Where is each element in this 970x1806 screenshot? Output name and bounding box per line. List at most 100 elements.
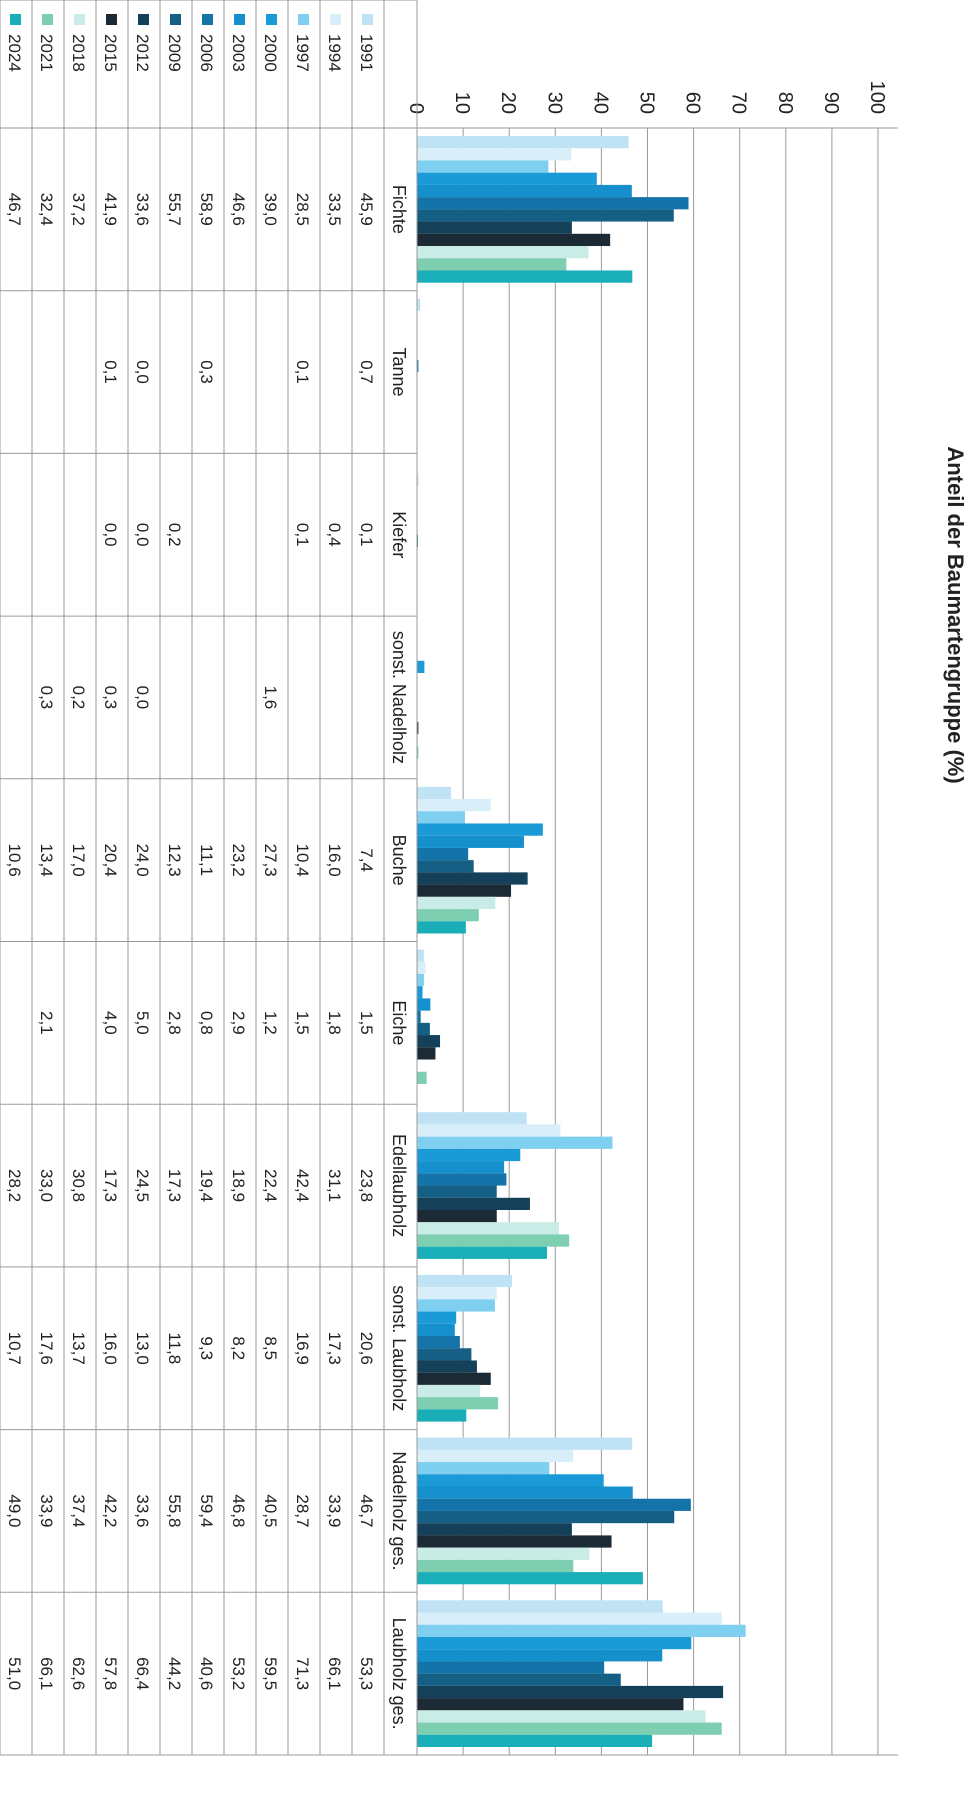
legend-swatch-2012 [138, 14, 149, 25]
bar-fichte-2018 [417, 246, 589, 259]
table-cell-value: 51,0 [5, 1657, 24, 1690]
bar-nadelholz-ges-2006 [417, 1498, 691, 1511]
bar-buche-2021 [416, 909, 479, 922]
y-axis-title: Anteil der Baumartengruppe (%) [943, 446, 968, 783]
table-cell-value: 10,7 [5, 1332, 24, 1365]
table-cell-value: 71,3 [293, 1657, 312, 1690]
table-cell-value: 44,2 [165, 1657, 184, 1690]
table-cell-value: 49,0 [5, 1494, 24, 1527]
table-cell-value: 4,0 [101, 1011, 120, 1035]
table-cell-value: 46,6 [229, 193, 248, 226]
bar-laubholz-ges-1994 [416, 1612, 722, 1625]
bar-sonst-laubholz-1994 [416, 1287, 497, 1300]
table-cell-value: 58,9 [197, 193, 216, 226]
table-cell-value: 31,1 [325, 1169, 344, 1202]
table-cell-value: 0,0 [133, 360, 152, 384]
bar-eiche-1994 [416, 961, 426, 974]
legend-swatch-2021 [42, 14, 53, 25]
bar-sonst-laubholz-2000 [416, 1311, 457, 1324]
legend-swatch-2003 [234, 14, 245, 25]
bar-laubholz-ges-2015 [417, 1698, 684, 1711]
table-cell-value: 7,4 [357, 848, 376, 872]
category-label: Eiche [389, 1000, 409, 1045]
bar-edellaubholz-2009 [416, 1185, 497, 1198]
table-cell-value: 17,3 [165, 1169, 184, 1202]
table-cell-value: 0,1 [293, 523, 312, 547]
bar-nadelholz-ges-1994 [416, 1449, 574, 1463]
table-cell-value: 33,6 [133, 193, 152, 226]
bar-nadelholz-ges-2012 [417, 1523, 572, 1536]
table-cell-value: 33,5 [325, 193, 344, 226]
bar-laubholz-ges-2018 [417, 1710, 706, 1723]
bar-buche-2009 [417, 860, 474, 873]
y-tick-label: 60 [682, 92, 704, 114]
legend-swatch-1997 [298, 14, 309, 25]
category-label: Buche [389, 835, 409, 886]
bar-edellaubholz-2015 [416, 1210, 497, 1223]
table-cell-value: 0,3 [101, 686, 120, 710]
bar-buche-2012 [417, 872, 528, 885]
table-cell-value: 16,9 [293, 1332, 312, 1365]
legend-label-2000: 2000 [261, 34, 280, 72]
bar-eiche-2006 [416, 1010, 421, 1023]
bar-eiche-1997 [416, 973, 424, 987]
table-cell-value: 57,8 [101, 1657, 120, 1690]
bar-fichte-2006 [417, 197, 689, 210]
bar-eiche-2000 [416, 986, 423, 999]
table-cell-value: 17,3 [325, 1332, 344, 1365]
bar-fichte-1991 [417, 136, 629, 149]
bar-laubholz-ges-2006 [416, 1661, 605, 1674]
bar-buche-2000 [417, 823, 543, 836]
data-table-border [0, 0, 418, 1756]
table-cell-value: 20,4 [101, 844, 120, 877]
bar-edellaubholz-1994 [417, 1124, 561, 1137]
table-cell-value: 10,4 [293, 844, 312, 877]
table-cell-value: 5,0 [133, 1011, 152, 1035]
table-cell-value: 2,1 [37, 1011, 56, 1035]
bar-fichte-2000 [417, 172, 597, 185]
bar-buche-1997 [417, 811, 465, 824]
table-cell-value: 9,3 [197, 1336, 216, 1360]
table-cell-value: 20,6 [357, 1332, 376, 1365]
bar-buche-2018 [416, 896, 496, 910]
table-cell-value: 66,4 [133, 1657, 152, 1690]
bar-edellaubholz-2012 [417, 1197, 530, 1211]
table-cell-value: 0,0 [101, 523, 120, 547]
table-cell-value: 1,6 [261, 686, 280, 710]
table-cell-value: 40,5 [261, 1494, 280, 1527]
category-label: Edellaubholz [389, 1134, 409, 1237]
table-cell-value: 33,0 [37, 1169, 56, 1202]
table-cell-value: 59,5 [261, 1657, 280, 1690]
table-cell-value: 0,0 [133, 523, 152, 547]
y-tick-label: 10 [451, 92, 473, 114]
bar-edellaubholz-2003 [417, 1161, 505, 1174]
bar-buche-1994 [417, 799, 491, 812]
table-cell-value: 23,2 [229, 844, 248, 877]
bar-tanne-1991 [416, 298, 421, 311]
legend-label-2012: 2012 [133, 34, 152, 72]
y-tick-label: 30 [543, 92, 565, 114]
table-cell-value: 17,3 [101, 1169, 120, 1202]
table-cell-value: 55,7 [165, 193, 184, 226]
category-label: Kiefer [389, 511, 409, 558]
bar-sonst-laubholz-2018 [417, 1384, 481, 1398]
bar-sonst-laubholz-2003 [417, 1323, 455, 1337]
table-cell-value: 19,4 [197, 1169, 216, 1202]
table-cell-value: 17,0 [69, 844, 88, 877]
table-cell-value: 59,4 [197, 1494, 216, 1527]
table-cell-value: 39,0 [261, 193, 280, 226]
legend-label-2009: 2009 [165, 34, 184, 72]
table-cell-value: 1,5 [293, 1011, 312, 1035]
bar-buche-1991 [417, 786, 452, 800]
bar-nadelholz-ges-2000 [416, 1474, 604, 1487]
legend-swatch-2009 [170, 14, 181, 25]
bar-laubholz-ges-2021 [416, 1722, 722, 1735]
table-cell-value: 0,1 [293, 360, 312, 384]
bar-nadelholz-ges-2018 [417, 1547, 590, 1560]
table-cell-value: 0,8 [197, 1011, 216, 1035]
y-tick-label: 0 [405, 103, 427, 114]
table-cell-value: 11,8 [165, 1332, 184, 1364]
table-cell-value: 45,9 [357, 193, 376, 226]
